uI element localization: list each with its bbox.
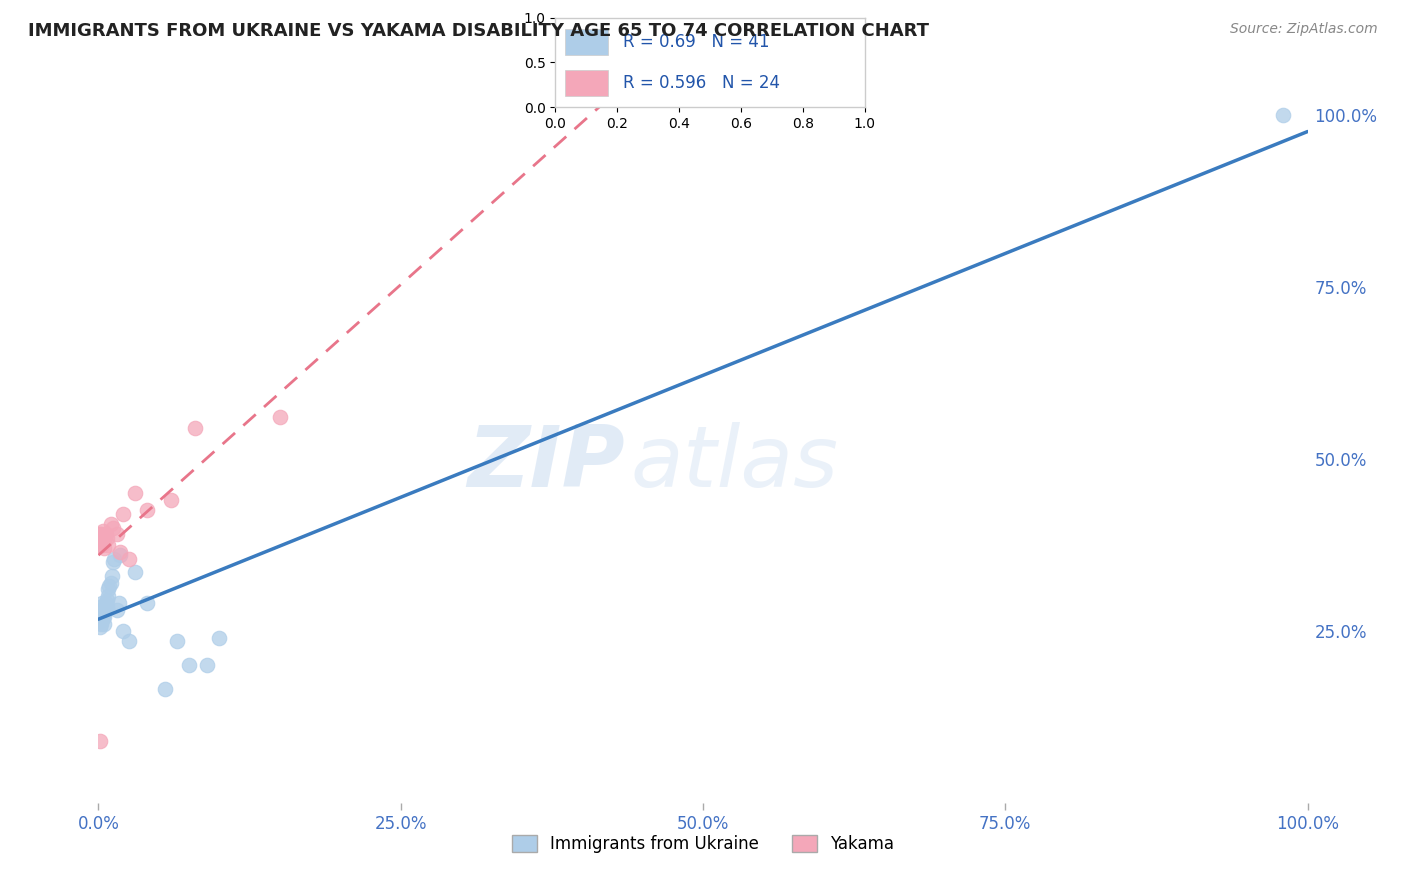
Point bbox=[90, 616, 112, 631]
Point bbox=[91, 610, 114, 624]
Point bbox=[91, 614, 114, 628]
Point bbox=[94, 603, 117, 617]
Point bbox=[98, 579, 121, 593]
Point bbox=[103, 551, 125, 566]
Point bbox=[208, 631, 231, 645]
Legend: Immigrants from Ukraine, Yakama: Immigrants from Ukraine, Yakama bbox=[505, 828, 901, 860]
Point bbox=[90, 607, 112, 621]
Point bbox=[124, 486, 146, 500]
Point bbox=[91, 607, 114, 621]
Point bbox=[269, 410, 291, 425]
Point bbox=[89, 534, 111, 549]
Point bbox=[105, 603, 128, 617]
Point bbox=[166, 634, 188, 648]
Point bbox=[96, 592, 118, 607]
Point bbox=[93, 603, 115, 617]
Point bbox=[108, 596, 131, 610]
Point bbox=[100, 568, 122, 582]
Point bbox=[124, 566, 146, 580]
FancyBboxPatch shape bbox=[565, 29, 607, 55]
Point bbox=[89, 610, 111, 624]
Point bbox=[101, 520, 124, 534]
Point bbox=[94, 527, 117, 541]
Point bbox=[94, 596, 117, 610]
Text: IMMIGRANTS FROM UKRAINE VS YAKAMA DISABILITY AGE 65 TO 74 CORRELATION CHART: IMMIGRANTS FROM UKRAINE VS YAKAMA DISABI… bbox=[28, 22, 929, 40]
Point bbox=[89, 599, 111, 614]
Point bbox=[90, 603, 112, 617]
Text: Source: ZipAtlas.com: Source: ZipAtlas.com bbox=[1230, 22, 1378, 37]
Point bbox=[101, 555, 124, 569]
Point bbox=[97, 590, 120, 604]
Text: R = 0.69   N = 41: R = 0.69 N = 41 bbox=[623, 33, 770, 51]
Point bbox=[93, 534, 115, 549]
FancyBboxPatch shape bbox=[565, 70, 607, 96]
Point bbox=[90, 538, 112, 552]
Point bbox=[96, 531, 118, 545]
Point bbox=[91, 524, 114, 538]
Point bbox=[111, 624, 134, 638]
Point bbox=[100, 575, 122, 590]
Point bbox=[108, 544, 131, 558]
Point bbox=[91, 531, 114, 545]
Point bbox=[96, 599, 118, 614]
Point bbox=[89, 527, 111, 541]
Point bbox=[184, 421, 207, 435]
Text: atlas: atlas bbox=[630, 422, 838, 505]
Point bbox=[93, 616, 115, 631]
Point bbox=[91, 596, 114, 610]
Point bbox=[118, 551, 141, 566]
Point bbox=[100, 517, 122, 532]
Point bbox=[135, 503, 157, 517]
Text: ZIP: ZIP bbox=[467, 422, 624, 505]
Point bbox=[89, 620, 111, 634]
Point bbox=[135, 596, 157, 610]
Point bbox=[91, 538, 114, 552]
Point bbox=[90, 527, 112, 541]
Point bbox=[97, 538, 120, 552]
Text: R = 0.596   N = 24: R = 0.596 N = 24 bbox=[623, 74, 780, 92]
Point bbox=[89, 734, 111, 748]
Point bbox=[153, 682, 176, 697]
Point bbox=[89, 607, 111, 621]
Point bbox=[179, 658, 201, 673]
Point bbox=[91, 607, 114, 621]
Point bbox=[118, 634, 141, 648]
Point bbox=[89, 614, 111, 628]
Point bbox=[108, 548, 131, 562]
Point bbox=[97, 582, 120, 597]
Point bbox=[1272, 108, 1295, 122]
Point bbox=[111, 507, 134, 521]
Point bbox=[93, 610, 115, 624]
Point bbox=[105, 527, 128, 541]
Point bbox=[93, 541, 115, 556]
Point bbox=[195, 658, 218, 673]
Point bbox=[160, 493, 183, 508]
Point bbox=[90, 614, 112, 628]
